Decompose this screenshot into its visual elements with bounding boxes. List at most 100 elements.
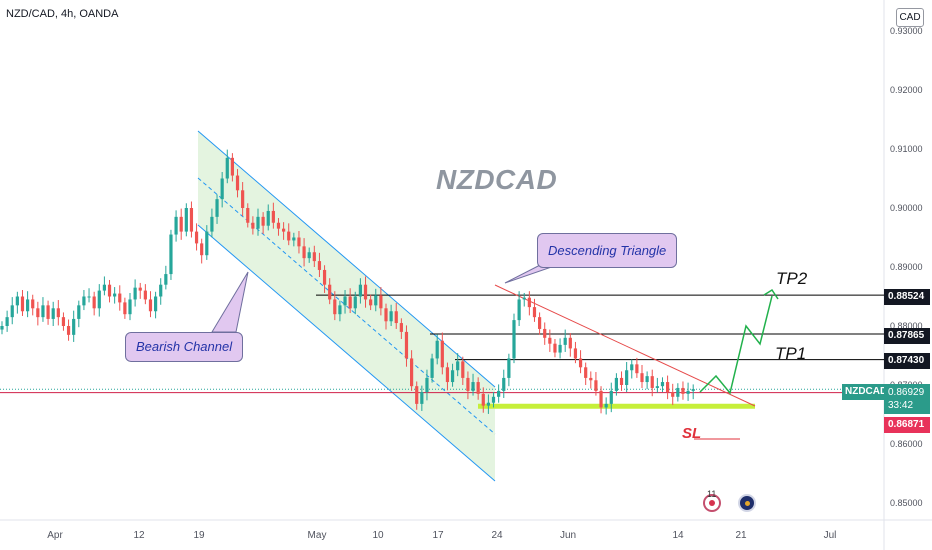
candle-body bbox=[374, 295, 378, 306]
candle-body bbox=[548, 337, 552, 344]
candle-body bbox=[456, 361, 460, 371]
candle-body bbox=[200, 243, 204, 256]
candle-body bbox=[527, 297, 531, 308]
candle-body bbox=[41, 305, 45, 318]
candle-body bbox=[415, 386, 419, 404]
candle-body bbox=[517, 299, 521, 321]
tp2-price-tag: 0.88524 bbox=[884, 289, 930, 305]
candle-body bbox=[148, 299, 153, 312]
candle-body bbox=[481, 393, 485, 406]
tp1-label: TP1 bbox=[775, 344, 807, 363]
candle-body bbox=[573, 348, 578, 359]
candle-body bbox=[671, 392, 675, 397]
candle-body bbox=[507, 358, 511, 378]
candle-body bbox=[302, 246, 306, 259]
canada-event-icon[interactable] bbox=[703, 494, 721, 512]
candle-body bbox=[609, 390, 613, 404]
sl-price-tag: 0.86871 bbox=[884, 417, 930, 433]
current-price: 0.86929 bbox=[888, 387, 925, 398]
candle-body bbox=[256, 216, 260, 229]
candle-body bbox=[578, 358, 583, 368]
candle-body bbox=[435, 340, 439, 359]
candle-body bbox=[666, 382, 670, 393]
candle-body bbox=[97, 290, 101, 309]
x-tick-label: 24 bbox=[491, 530, 503, 541]
symbol-price-tag: NZDCAD bbox=[842, 384, 891, 400]
y-tick-label: 0.90000 bbox=[890, 203, 923, 213]
candle-body bbox=[220, 178, 224, 200]
new-zealand-event-icon[interactable] bbox=[738, 494, 756, 512]
bearish-channel-callout: Bearish Channel bbox=[125, 332, 244, 362]
candle-body bbox=[189, 208, 194, 232]
y-tick-label: 0.85000 bbox=[890, 498, 923, 508]
candle-body bbox=[619, 377, 624, 385]
candle-body bbox=[282, 228, 286, 232]
candle-body bbox=[102, 284, 106, 291]
candle-body bbox=[358, 284, 362, 297]
channel-upper-line bbox=[197, 130, 496, 388]
candle-body bbox=[72, 318, 76, 335]
candle-body bbox=[194, 231, 199, 244]
candle-body bbox=[230, 157, 234, 176]
candle-body bbox=[471, 382, 475, 391]
candle-body bbox=[77, 305, 81, 319]
level-price-tag: 0.87865 bbox=[884, 328, 930, 344]
candle-body bbox=[251, 222, 255, 229]
candle-body bbox=[143, 290, 147, 300]
candle-body bbox=[5, 317, 9, 326]
candle-body bbox=[292, 237, 296, 241]
currency-selector[interactable]: CAD bbox=[896, 8, 924, 27]
candle-body bbox=[205, 231, 209, 256]
candle-body bbox=[123, 302, 127, 315]
x-tick-label: Jun bbox=[560, 530, 576, 541]
y-tick-label: 0.92000 bbox=[890, 85, 923, 95]
candle-body bbox=[225, 157, 229, 179]
candle-body bbox=[215, 199, 219, 217]
current-price-tag: 0.86929 33:42 bbox=[884, 384, 930, 414]
projection-arrowhead bbox=[763, 288, 779, 300]
candle-body bbox=[138, 287, 142, 291]
candle-body bbox=[445, 367, 450, 383]
x-tick-label: 14 bbox=[672, 530, 684, 541]
candle-body bbox=[261, 216, 265, 226]
candle-body bbox=[133, 287, 137, 300]
x-tick-label: Apr bbox=[47, 530, 63, 541]
candle-body bbox=[210, 216, 214, 232]
candle-body bbox=[645, 376, 649, 383]
candle-body bbox=[660, 382, 665, 387]
candle-body bbox=[543, 328, 547, 338]
candle-body bbox=[56, 308, 60, 318]
channel-lower-line bbox=[197, 224, 496, 482]
y-tick-label: 0.93000 bbox=[890, 26, 923, 36]
candle-body bbox=[389, 311, 393, 322]
candle-body bbox=[558, 344, 562, 353]
candle-body bbox=[630, 364, 634, 371]
candle-body bbox=[430, 358, 434, 378]
candle-body bbox=[440, 340, 444, 368]
x-tick-label: 19 bbox=[193, 530, 205, 541]
candle-body bbox=[82, 296, 86, 306]
watermark-title: NZDCAD bbox=[436, 164, 558, 195]
candle-body bbox=[461, 361, 465, 378]
candle-body bbox=[384, 308, 388, 322]
x-tick-label: 21 bbox=[735, 530, 747, 541]
y-tick-label: 0.88000 bbox=[890, 321, 923, 331]
candle-body bbox=[599, 390, 603, 408]
candle-body bbox=[66, 326, 71, 335]
candle-body bbox=[317, 261, 322, 270]
candle-body bbox=[184, 208, 188, 232]
candle-body bbox=[563, 337, 567, 345]
y-tick-label: 0.86000 bbox=[890, 439, 923, 449]
candle-body bbox=[425, 377, 429, 393]
event-count: 11 bbox=[707, 489, 717, 499]
candle-body bbox=[297, 237, 301, 247]
candle-body bbox=[169, 234, 173, 275]
candle-body bbox=[51, 308, 55, 319]
descending-triangle-callout: Descending Triangle bbox=[537, 233, 678, 268]
candle-body bbox=[246, 208, 250, 223]
candle-body bbox=[343, 296, 347, 306]
candle-body bbox=[655, 386, 659, 388]
candle-body bbox=[379, 295, 383, 309]
candle-body bbox=[491, 396, 496, 403]
